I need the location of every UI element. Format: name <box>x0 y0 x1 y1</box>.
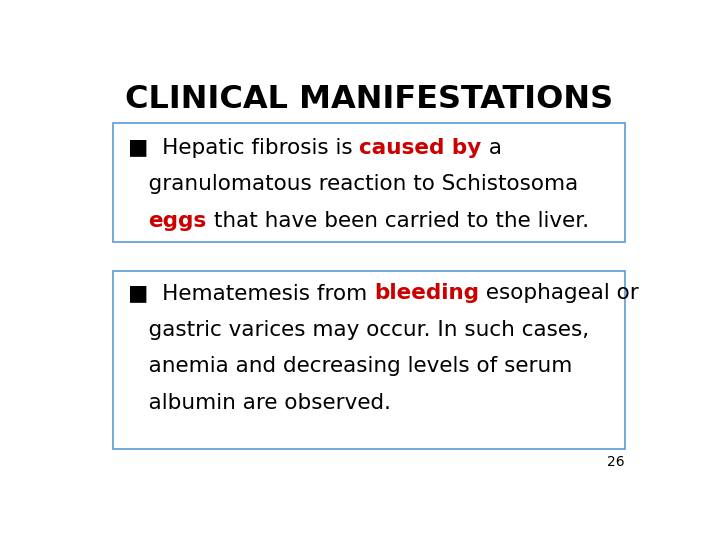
Text: esophageal or: esophageal or <box>479 283 639 303</box>
FancyBboxPatch shape <box>114 123 624 241</box>
Text: gastric varices may occur. In such cases,: gastric varices may occur. In such cases… <box>128 320 589 340</box>
Text: that have been carried to the liver.: that have been carried to the liver. <box>207 211 589 231</box>
Text: 26: 26 <box>607 455 624 469</box>
Text: ■  Hepatic fibrosis is: ■ Hepatic fibrosis is <box>128 138 359 158</box>
Text: caused by: caused by <box>359 138 482 158</box>
Text: CLINICAL MANIFESTATIONS: CLINICAL MANIFESTATIONS <box>125 84 613 114</box>
Text: anemia and decreasing levels of serum: anemia and decreasing levels of serum <box>128 356 572 376</box>
Text: bleeding: bleeding <box>374 283 479 303</box>
Text: granulomatous reaction to Schistosoma: granulomatous reaction to Schistosoma <box>128 174 578 194</box>
FancyBboxPatch shape <box>114 271 624 449</box>
Text: a: a <box>482 138 502 158</box>
Text: ■  Hematemesis from: ■ Hematemesis from <box>128 283 374 303</box>
Text: albumin are observed.: albumin are observed. <box>128 393 391 413</box>
Text: eggs: eggs <box>148 211 207 231</box>
